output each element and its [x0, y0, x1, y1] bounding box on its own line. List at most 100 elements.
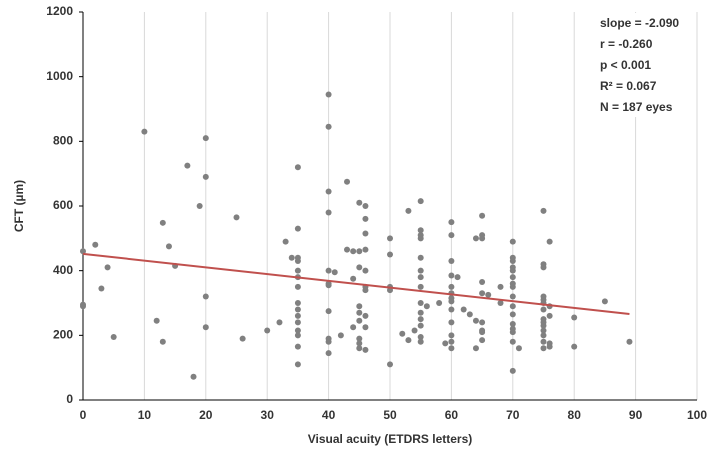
point — [479, 278, 486, 285]
point — [417, 274, 424, 281]
annotation: p < 0.001 — [600, 58, 651, 72]
point — [540, 207, 547, 214]
point — [509, 303, 516, 310]
point — [540, 338, 547, 345]
point — [417, 338, 424, 345]
point — [509, 311, 516, 318]
point — [80, 248, 86, 255]
point — [479, 290, 486, 297]
point — [417, 227, 424, 234]
point — [294, 361, 301, 368]
point — [325, 338, 332, 345]
x-tick-label: 40 — [322, 408, 336, 422]
point — [294, 319, 301, 326]
x-tick-label: 20 — [199, 408, 213, 422]
x-tick-label: 100 — [687, 408, 707, 422]
point — [362, 230, 369, 237]
point — [540, 306, 547, 313]
point — [159, 338, 166, 345]
point — [399, 330, 406, 337]
point — [479, 319, 486, 326]
point — [417, 309, 424, 316]
point — [356, 345, 363, 352]
point — [448, 232, 455, 239]
point — [387, 361, 393, 368]
point — [423, 303, 430, 310]
x-axis-label: Visual acuity (ETDRS letters) — [308, 432, 473, 446]
point — [509, 338, 516, 345]
point — [509, 293, 516, 300]
point — [472, 317, 479, 324]
point — [350, 275, 357, 282]
point — [202, 173, 209, 180]
y-axis-label: CFT (µm) — [12, 180, 26, 232]
point — [356, 340, 363, 347]
point — [417, 198, 424, 205]
point — [362, 215, 369, 222]
point — [417, 333, 424, 340]
point — [472, 235, 479, 242]
point — [448, 283, 455, 290]
point — [325, 209, 332, 216]
point — [356, 303, 363, 310]
point — [344, 178, 351, 185]
point — [479, 235, 486, 242]
point — [497, 300, 504, 306]
point — [417, 267, 424, 274]
x-tick-label: 10 — [138, 408, 152, 422]
point — [362, 312, 369, 319]
point — [448, 332, 455, 339]
point — [294, 267, 301, 274]
point — [405, 337, 412, 344]
point — [472, 345, 479, 352]
point — [540, 264, 547, 271]
point — [479, 212, 486, 219]
y-tick-label: 600 — [53, 198, 73, 212]
point — [202, 135, 209, 142]
point — [546, 312, 553, 319]
point — [417, 316, 424, 323]
point — [98, 285, 105, 292]
point — [294, 332, 301, 339]
x-tick-label: 30 — [261, 408, 275, 422]
point — [276, 319, 283, 326]
point — [411, 327, 418, 334]
annotation: slope = -2.090 — [600, 16, 679, 30]
point — [294, 306, 301, 313]
point — [159, 219, 166, 226]
point — [350, 248, 357, 255]
y-tick-label: 1200 — [46, 4, 73, 18]
point — [202, 324, 209, 331]
point — [362, 267, 369, 274]
point — [337, 332, 344, 339]
y-tick-label: 1000 — [46, 69, 73, 83]
point — [362, 287, 369, 294]
point — [509, 367, 516, 374]
point — [294, 327, 301, 334]
x-tick-label: 50 — [383, 408, 397, 422]
x-tick-label: 80 — [568, 408, 582, 422]
point — [104, 264, 111, 271]
point — [436, 300, 443, 306]
point — [356, 248, 363, 255]
point — [509, 274, 516, 281]
point — [540, 327, 547, 334]
point — [362, 246, 369, 253]
point — [540, 322, 547, 329]
point — [626, 338, 633, 345]
point — [294, 300, 301, 306]
point — [509, 329, 516, 336]
point — [417, 300, 424, 306]
point — [356, 309, 363, 316]
point — [350, 324, 357, 331]
point — [356, 199, 363, 206]
point — [571, 314, 578, 321]
point — [294, 164, 301, 171]
point — [239, 335, 246, 342]
point — [325, 308, 332, 315]
point — [448, 219, 455, 226]
point — [196, 203, 203, 209]
point — [448, 257, 455, 264]
point — [466, 311, 473, 318]
